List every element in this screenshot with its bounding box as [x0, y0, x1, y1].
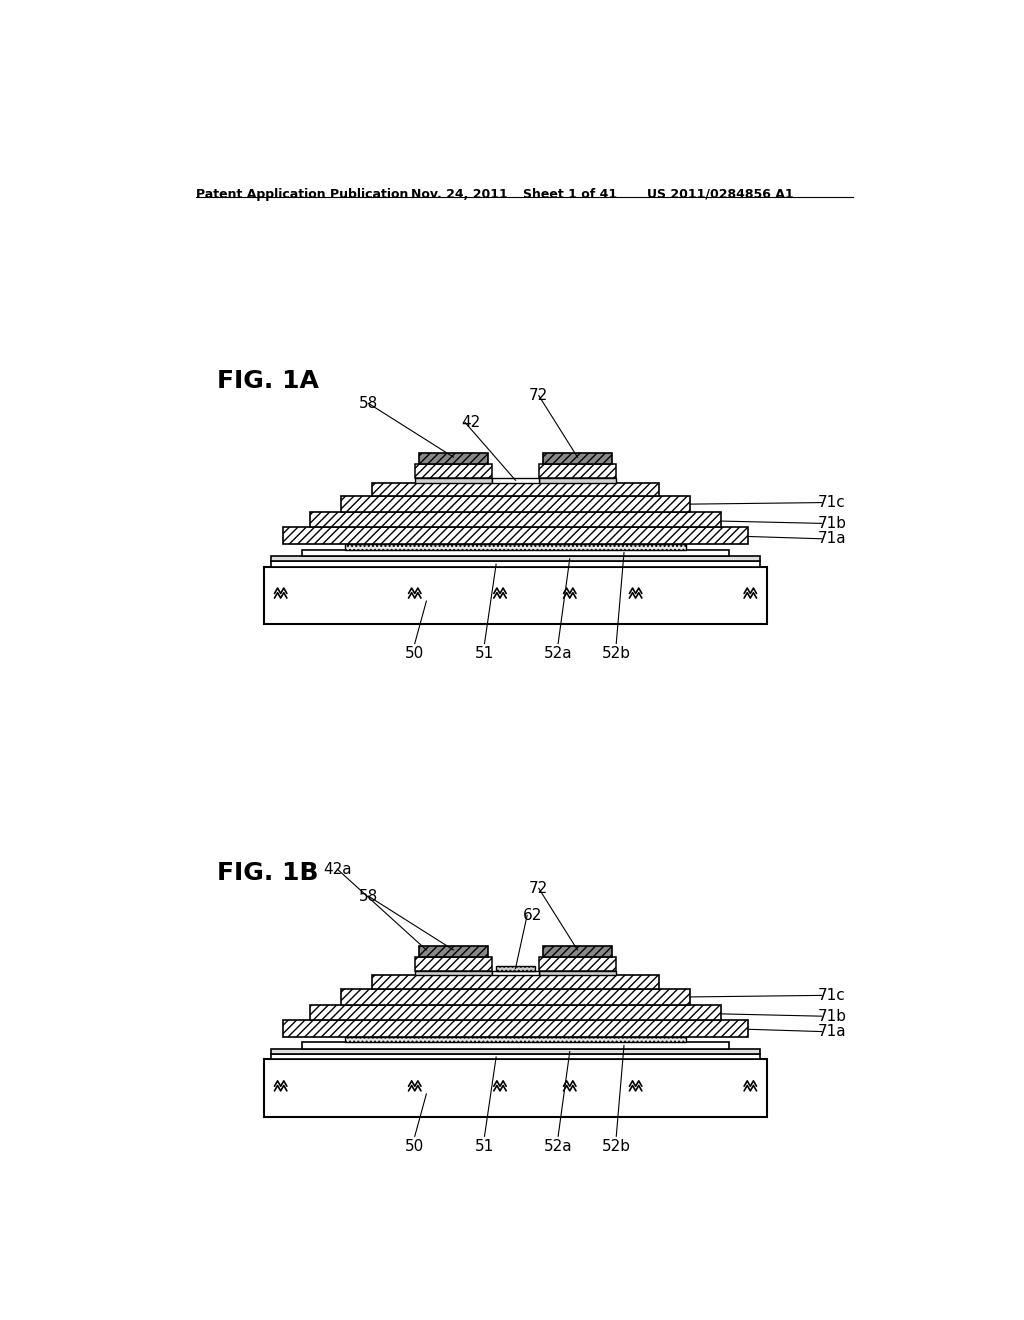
- Text: 71a: 71a: [818, 531, 847, 546]
- Text: 51: 51: [475, 645, 495, 661]
- Text: FIG. 1B: FIG. 1B: [217, 862, 318, 886]
- Bar: [341, 989, 690, 1005]
- Bar: [341, 496, 690, 512]
- Bar: [415, 478, 493, 483]
- Bar: [302, 1043, 729, 1048]
- Bar: [415, 465, 493, 478]
- Bar: [420, 453, 487, 465]
- Text: 52b: 52b: [602, 1139, 631, 1154]
- Text: 52a: 52a: [544, 1139, 572, 1154]
- Bar: [415, 957, 493, 970]
- Text: 52a: 52a: [544, 645, 572, 661]
- Text: 72: 72: [529, 880, 549, 896]
- Text: 42: 42: [461, 414, 480, 430]
- Bar: [372, 483, 658, 496]
- Bar: [310, 512, 721, 527]
- Text: 51: 51: [475, 1139, 495, 1154]
- Bar: [539, 478, 616, 483]
- Bar: [493, 970, 539, 975]
- Bar: [544, 453, 611, 465]
- Text: 71c: 71c: [818, 495, 846, 510]
- Text: 71c: 71c: [818, 987, 846, 1003]
- Text: US 2011/0284856 A1: US 2011/0284856 A1: [647, 187, 794, 201]
- Bar: [539, 957, 616, 970]
- Bar: [283, 527, 748, 544]
- Bar: [415, 970, 493, 975]
- Bar: [539, 970, 616, 975]
- Bar: [539, 465, 616, 478]
- Bar: [345, 1038, 686, 1043]
- Text: 72: 72: [529, 388, 549, 403]
- Bar: [283, 1020, 748, 1038]
- Text: Nov. 24, 2011: Nov. 24, 2011: [411, 187, 508, 201]
- Text: 71b: 71b: [818, 1008, 847, 1024]
- Text: 50: 50: [406, 1139, 424, 1154]
- Bar: [263, 566, 767, 624]
- Bar: [302, 549, 729, 556]
- Bar: [493, 478, 539, 483]
- Bar: [271, 1053, 760, 1059]
- Bar: [271, 561, 760, 566]
- Bar: [496, 966, 535, 970]
- Text: 50: 50: [406, 645, 424, 661]
- Text: 42a: 42a: [323, 862, 351, 876]
- Bar: [420, 946, 487, 957]
- Text: 58: 58: [358, 396, 378, 411]
- Text: 58: 58: [358, 888, 378, 904]
- Text: 71b: 71b: [818, 516, 847, 531]
- Bar: [263, 1059, 767, 1117]
- Text: Sheet 1 of 41: Sheet 1 of 41: [523, 187, 617, 201]
- Bar: [544, 946, 611, 957]
- Bar: [271, 556, 760, 561]
- Text: 71a: 71a: [818, 1024, 847, 1039]
- Text: 52b: 52b: [602, 645, 631, 661]
- Text: 62: 62: [523, 908, 543, 923]
- Text: FIG. 1A: FIG. 1A: [217, 368, 319, 392]
- Bar: [345, 544, 686, 549]
- Text: Patent Application Publication: Patent Application Publication: [197, 187, 409, 201]
- Bar: [372, 975, 658, 989]
- Bar: [271, 1048, 760, 1053]
- Bar: [310, 1005, 721, 1020]
